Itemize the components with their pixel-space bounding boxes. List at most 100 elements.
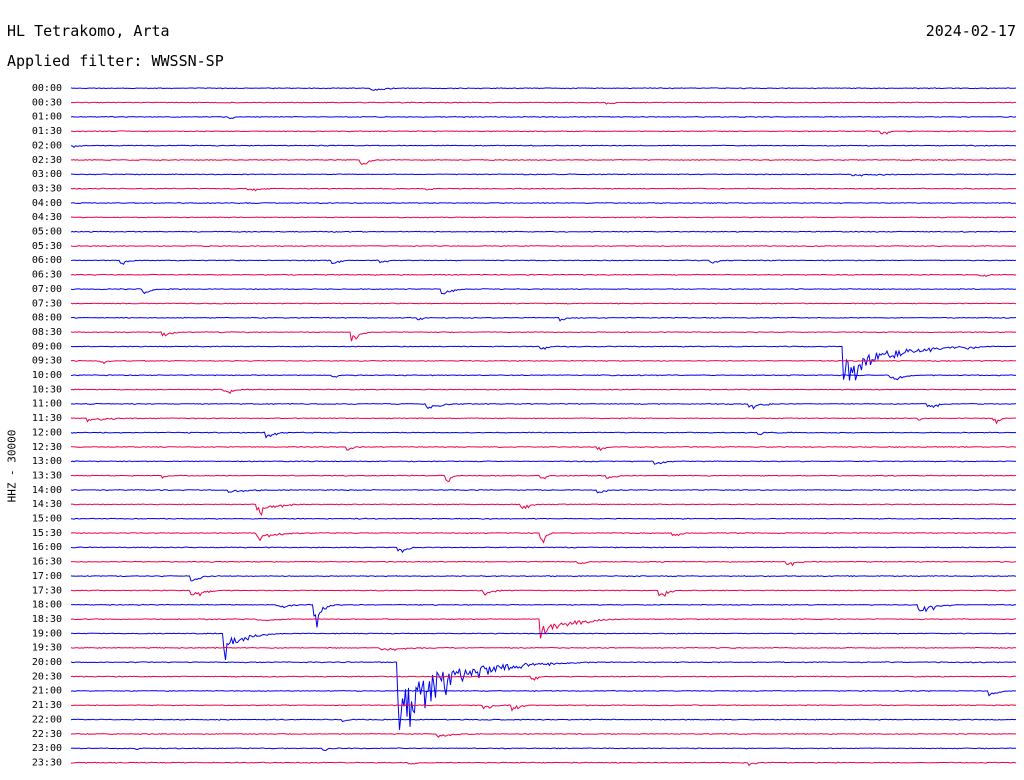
trace-row-15:00 bbox=[70, 517, 1017, 520]
time-tick-label: 16:30 bbox=[32, 557, 62, 568]
trace-row-19:00 bbox=[71, 632, 1017, 660]
trace-row-20:30 bbox=[70, 675, 1017, 681]
trace-row-02:00 bbox=[70, 144, 1017, 148]
trace-row-16:30 bbox=[71, 560, 1017, 567]
time-tick-label: 15:30 bbox=[32, 528, 62, 539]
time-tick-label: 19:00 bbox=[32, 628, 62, 639]
time-tick-label: 18:00 bbox=[32, 600, 62, 611]
trace-row-06:30 bbox=[70, 273, 1017, 278]
trace-row-18:30 bbox=[70, 618, 1017, 639]
time-tick-label: 17:00 bbox=[32, 571, 62, 582]
trace-row-10:00 bbox=[70, 374, 1017, 381]
time-tick-label: 14:30 bbox=[32, 499, 62, 510]
trace-row-06:00 bbox=[70, 259, 1017, 266]
trace-row-17:00 bbox=[70, 575, 1016, 582]
time-tick-label: 11:30 bbox=[32, 413, 62, 424]
time-tick-label: 23:30 bbox=[32, 757, 62, 768]
trace-row-01:30 bbox=[70, 130, 1017, 135]
trace-row-10:30 bbox=[70, 388, 1017, 395]
trace-row-01:00 bbox=[70, 115, 1017, 120]
time-tick-label: 04:00 bbox=[32, 198, 62, 209]
time-tick-label: 04:30 bbox=[32, 212, 62, 223]
time-tick-label: 05:30 bbox=[32, 241, 62, 252]
trace-row-14:30 bbox=[71, 503, 1017, 517]
trace-row-07:30 bbox=[70, 302, 1017, 305]
time-tick-label: 10:00 bbox=[32, 370, 62, 381]
trace-row-04:30 bbox=[70, 216, 1017, 219]
trace-row-13:00 bbox=[70, 460, 1017, 465]
time-tick-label: 21:30 bbox=[32, 700, 62, 711]
trace-row-11:30 bbox=[70, 417, 1017, 425]
time-tick-label: 09:30 bbox=[32, 356, 62, 367]
trace-row-03:00 bbox=[70, 173, 1016, 177]
trace-row-22:00 bbox=[70, 718, 1017, 723]
trace-row-09:00 bbox=[70, 345, 1017, 381]
time-tick-label: 03:00 bbox=[32, 169, 62, 180]
trace-row-16:00 bbox=[70, 546, 1017, 554]
trace-row-23:30 bbox=[70, 761, 1017, 767]
time-tick-label: 13:00 bbox=[32, 456, 62, 467]
trace-row-14:00 bbox=[70, 489, 1017, 494]
time-tick-label: 01:00 bbox=[32, 112, 62, 123]
trace-row-11:00 bbox=[70, 402, 1017, 410]
trace-row-02:30 bbox=[70, 158, 1017, 166]
time-tick-labels: 00:00 00:30 01:00 01:30 02:00 02:30 03:00 03:30… bbox=[32, 83, 62, 768]
time-tick-label: 21:00 bbox=[32, 686, 62, 697]
trace-row-12:30 bbox=[70, 446, 1017, 452]
time-tick-label: 18:30 bbox=[32, 614, 62, 625]
seismic-traces bbox=[70, 87, 1017, 767]
trace-row-05:30 bbox=[70, 245, 1017, 248]
time-tick-label: 06:30 bbox=[32, 270, 62, 281]
time-tick-label: 16:00 bbox=[32, 542, 62, 553]
time-tick-label: 00:30 bbox=[32, 97, 62, 108]
trace-row-03:30 bbox=[70, 187, 1016, 192]
date-label: 2024-02-17 bbox=[925, 22, 1016, 40]
trace-row-00:30 bbox=[70, 101, 1016, 105]
trace-row-21:30 bbox=[70, 704, 1017, 712]
time-tick-label: 05:00 bbox=[32, 227, 62, 238]
time-tick-label: 01:30 bbox=[32, 126, 62, 137]
trace-row-23:00 bbox=[70, 747, 1017, 752]
trace-row-22:30 bbox=[70, 732, 1017, 738]
trace-row-12:00 bbox=[70, 431, 1017, 439]
time-tick-label: 17:30 bbox=[32, 585, 62, 596]
time-tick-label: 20:30 bbox=[32, 671, 62, 682]
time-tick-label: 00:00 bbox=[32, 83, 62, 94]
time-tick-label: 08:00 bbox=[32, 313, 62, 324]
filter-label: Applied filter: WWSSN-SP bbox=[7, 52, 224, 70]
time-tick-label: 12:30 bbox=[32, 442, 62, 453]
time-tick-label: 22:00 bbox=[32, 714, 62, 725]
trace-row-15:30 bbox=[70, 532, 1017, 544]
trace-row-18:00 bbox=[70, 603, 1017, 628]
time-tick-label: 12:00 bbox=[32, 427, 62, 438]
trace-row-09:30 bbox=[70, 359, 1017, 365]
time-tick-label: 09:00 bbox=[32, 341, 62, 352]
trace-row-13:30 bbox=[70, 474, 1017, 483]
time-tick-label: 11:00 bbox=[32, 399, 62, 410]
time-tick-label: 07:30 bbox=[32, 298, 62, 309]
time-tick-label: 22:30 bbox=[32, 729, 62, 740]
station-title: HL Tetrakomo, Arta bbox=[7, 22, 170, 40]
time-tick-label: 03:30 bbox=[32, 183, 62, 194]
time-tick-label: 06:00 bbox=[32, 255, 62, 266]
time-tick-label: 08:30 bbox=[32, 327, 62, 338]
trace-row-04:00 bbox=[70, 202, 1017, 205]
time-tick-label: 19:30 bbox=[32, 643, 62, 654]
time-tick-label: 15:00 bbox=[32, 514, 62, 525]
trace-row-20:00 bbox=[70, 661, 1017, 730]
trace-row-05:00 bbox=[70, 230, 1017, 233]
trace-row-08:00 bbox=[70, 316, 1017, 322]
time-tick-label: 13:30 bbox=[32, 470, 62, 481]
trace-row-00:00 bbox=[70, 87, 1017, 91]
time-tick-label: 20:00 bbox=[32, 657, 62, 668]
trace-row-07:00 bbox=[70, 288, 1017, 295]
trace-row-08:30 bbox=[70, 331, 1017, 342]
time-tick-label: 23:00 bbox=[32, 743, 62, 754]
trace-row-17:30 bbox=[70, 589, 1017, 597]
trace-row-21:00 bbox=[70, 689, 1017, 697]
time-tick-label: 02:00 bbox=[32, 140, 62, 151]
time-tick-label: 07:00 bbox=[32, 284, 62, 295]
time-tick-label: 02:30 bbox=[32, 155, 62, 166]
time-tick-label: 10:30 bbox=[32, 384, 62, 395]
